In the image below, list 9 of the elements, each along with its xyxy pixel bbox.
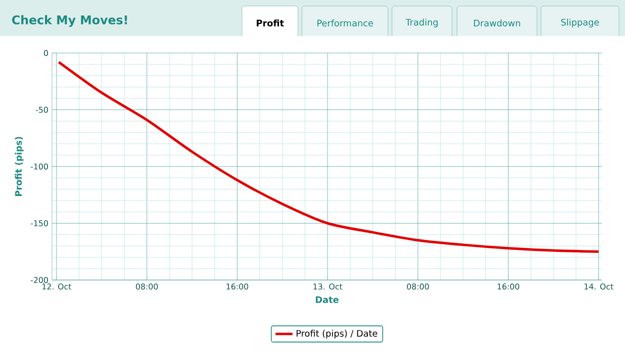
text: Slippage	[561, 18, 599, 28]
text: Drawdown	[474, 20, 520, 26]
y-axis-title: Profit (pips)	[14, 136, 24, 196]
chart-title: Check My Moves!	[12, 15, 127, 27]
legend-label: Profit (pips) / Date	[296, 330, 378, 338]
x-axis-title: Date	[316, 296, 339, 304]
text: Profit	[256, 20, 284, 26]
text: Trading	[406, 18, 438, 28]
text: Performance	[317, 20, 373, 26]
